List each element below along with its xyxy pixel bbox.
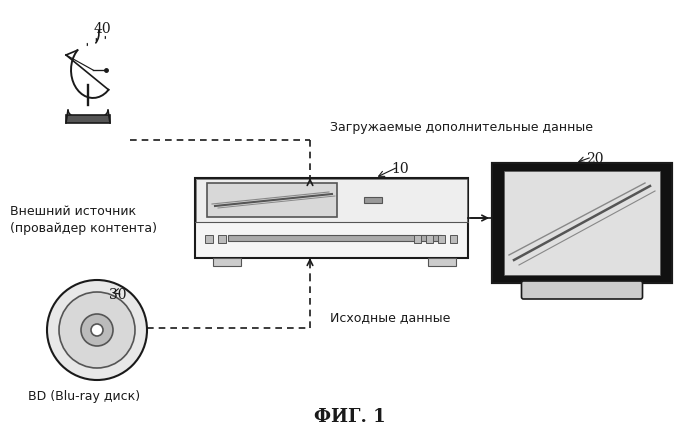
Circle shape: [91, 324, 103, 336]
Bar: [438, 235, 445, 243]
Bar: [205, 235, 213, 243]
Bar: [195, 178, 468, 258]
Bar: [426, 235, 433, 243]
Bar: [207, 183, 337, 217]
Text: ФИГ. 1: ФИГ. 1: [314, 408, 386, 426]
Bar: [364, 197, 382, 203]
Bar: [492, 163, 504, 283]
Bar: [504, 275, 660, 283]
Text: Исходные данные: Исходные данные: [330, 311, 450, 324]
Bar: [414, 235, 421, 243]
Bar: [213, 258, 241, 266]
FancyBboxPatch shape: [522, 281, 643, 299]
Bar: [450, 235, 457, 243]
Text: BD (Blu-ray диск): BD (Blu-ray диск): [28, 390, 140, 403]
Bar: [492, 163, 672, 283]
Circle shape: [47, 280, 147, 380]
Text: Внешний источник
(провайдер контента): Внешний источник (провайдер контента): [10, 205, 157, 235]
Bar: [428, 258, 456, 266]
Text: 10: 10: [391, 162, 409, 176]
Circle shape: [59, 292, 135, 368]
Text: Загружаемые дополнительные данные: Загружаемые дополнительные данные: [330, 121, 593, 134]
Bar: [660, 163, 672, 283]
Bar: [504, 171, 660, 275]
Bar: [228, 235, 441, 241]
Bar: [218, 235, 226, 243]
Text: 40: 40: [93, 22, 111, 36]
Text: 20: 20: [587, 152, 603, 166]
Bar: [492, 163, 672, 283]
Bar: [196, 179, 467, 222]
Bar: [66, 115, 110, 123]
Bar: [504, 163, 660, 171]
Circle shape: [81, 314, 113, 346]
Text: 30: 30: [109, 288, 127, 302]
